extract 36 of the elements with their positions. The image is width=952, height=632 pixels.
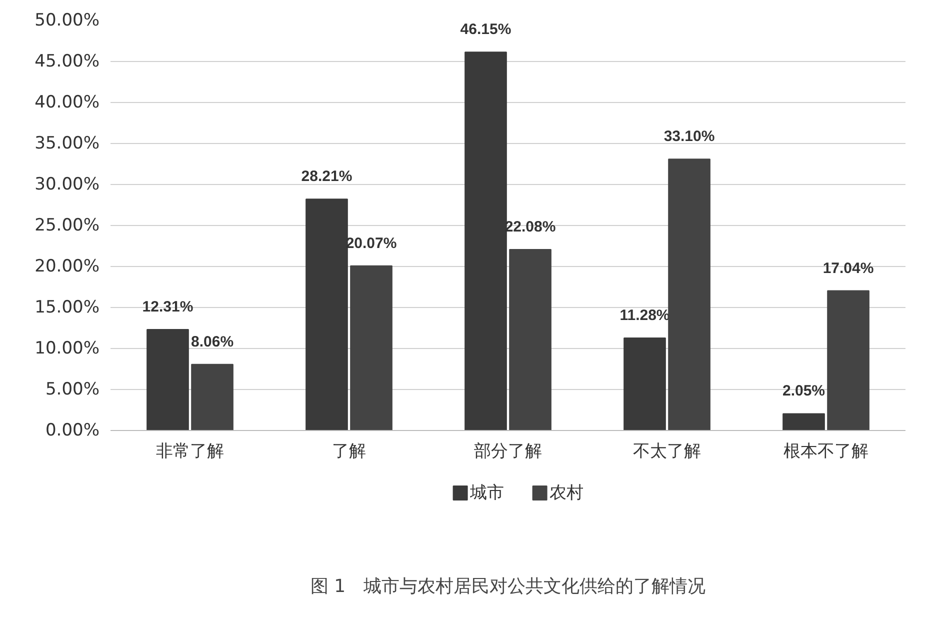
bar	[464, 52, 507, 430]
data-label: 8.06%	[190, 333, 234, 350]
y-tick-label: 10.00%	[34, 338, 100, 358]
x-tick-label: 部分了解	[474, 442, 542, 462]
data-label: 17.04%	[822, 260, 874, 277]
y-tick-label: 50.00%	[34, 10, 100, 30]
y-tick-label: 20.00%	[34, 256, 100, 276]
x-tick-label: 非常了解	[156, 442, 224, 462]
bar	[146, 329, 189, 430]
text: 图 1 城市与农村居民对公共文化供给的了解情况	[310, 576, 706, 597]
bar	[191, 364, 234, 430]
legend-label: 农村	[549, 483, 584, 504]
bar	[827, 290, 870, 430]
bar	[509, 248, 552, 430]
bar	[624, 338, 666, 430]
bar	[782, 413, 825, 430]
bar	[306, 198, 348, 430]
y-tick-label: 35.00%	[34, 134, 100, 154]
y-tick-label: 15.00%	[34, 298, 100, 318]
y-tick-label: 25.00%	[34, 216, 100, 236]
y-tick-label: 40.00%	[34, 92, 100, 112]
data-label: 12.31%	[142, 298, 194, 316]
y-tick-label: 5.00%	[45, 380, 100, 400]
legend-label: 城市	[468, 483, 504, 504]
data-label: 33.10%	[664, 128, 715, 146]
y-tick-label: 30.00%	[34, 174, 100, 194]
data-label: 46.15%	[460, 21, 512, 38]
x-tick-label: 不太了解	[633, 442, 701, 462]
bar	[668, 158, 710, 430]
bar	[350, 265, 392, 430]
y-tick-label: 0.00%	[45, 420, 100, 440]
x-tick-label: 了解	[332, 442, 366, 462]
y-tick-label: 45.00%	[34, 52, 100, 72]
data-label: 2.05%	[782, 382, 826, 400]
data-label: 28.21%	[301, 168, 352, 186]
x-tick-label: 根本不了解	[784, 442, 868, 462]
